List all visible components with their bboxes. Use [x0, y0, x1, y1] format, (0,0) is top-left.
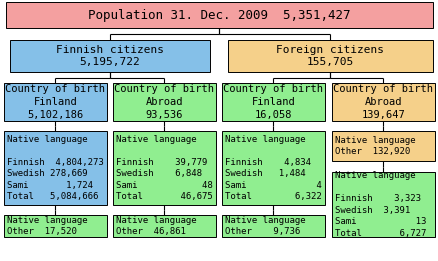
FancyBboxPatch shape — [222, 131, 324, 205]
Text: Finnish citizens
5,195,722: Finnish citizens 5,195,722 — [56, 45, 164, 67]
Text: Native language

Finnish    39,779
Swedish    6,848
Sami            48
Total    : Native language Finnish 39,779 Swedish 6… — [116, 135, 212, 201]
Text: Population 31. Dec. 2009  5,351,427: Population 31. Dec. 2009 5,351,427 — [88, 9, 350, 21]
Text: Foreign citizens
155,705: Foreign citizens 155,705 — [276, 45, 384, 67]
Text: Native language
Other    9,736: Native language Other 9,736 — [225, 216, 305, 236]
FancyBboxPatch shape — [10, 40, 209, 72]
FancyBboxPatch shape — [4, 131, 107, 205]
FancyBboxPatch shape — [6, 2, 432, 28]
FancyBboxPatch shape — [4, 215, 107, 237]
FancyBboxPatch shape — [113, 131, 215, 205]
Text: Native language

Finnish    4,834
Swedish   1,484
Sami             4
Total      : Native language Finnish 4,834 Swedish 1,… — [225, 135, 321, 201]
FancyBboxPatch shape — [331, 83, 434, 121]
Text: Country of birth
Abroad
93,536: Country of birth Abroad 93,536 — [114, 84, 214, 120]
Text: Native language
Other  132,920: Native language Other 132,920 — [334, 136, 415, 156]
Text: Native language
Other  17,520: Native language Other 17,520 — [7, 216, 88, 236]
Text: Country of birth
Abroad
139,647: Country of birth Abroad 139,647 — [333, 84, 432, 120]
FancyBboxPatch shape — [227, 40, 432, 72]
Text: Native language

Finnish  4,804,273
Swedish 278,669
Sami       1,724
Total   5,0: Native language Finnish 4,804,273 Swedis… — [7, 135, 103, 201]
FancyBboxPatch shape — [222, 215, 324, 237]
Text: Native language

Finnish    3,323
Swedish  3,391
Sami           13
Total       6: Native language Finnish 3,323 Swedish 3,… — [334, 171, 425, 238]
FancyBboxPatch shape — [113, 83, 215, 121]
FancyBboxPatch shape — [4, 83, 107, 121]
FancyBboxPatch shape — [331, 131, 434, 161]
FancyBboxPatch shape — [113, 215, 215, 237]
FancyBboxPatch shape — [222, 83, 324, 121]
FancyBboxPatch shape — [331, 172, 434, 237]
Text: Country of birth
Finland
16,058: Country of birth Finland 16,058 — [223, 84, 323, 120]
Text: Native language
Other  46,861: Native language Other 46,861 — [116, 216, 196, 236]
Text: Country of birth
Finland
5,102,186: Country of birth Finland 5,102,186 — [6, 84, 105, 120]
